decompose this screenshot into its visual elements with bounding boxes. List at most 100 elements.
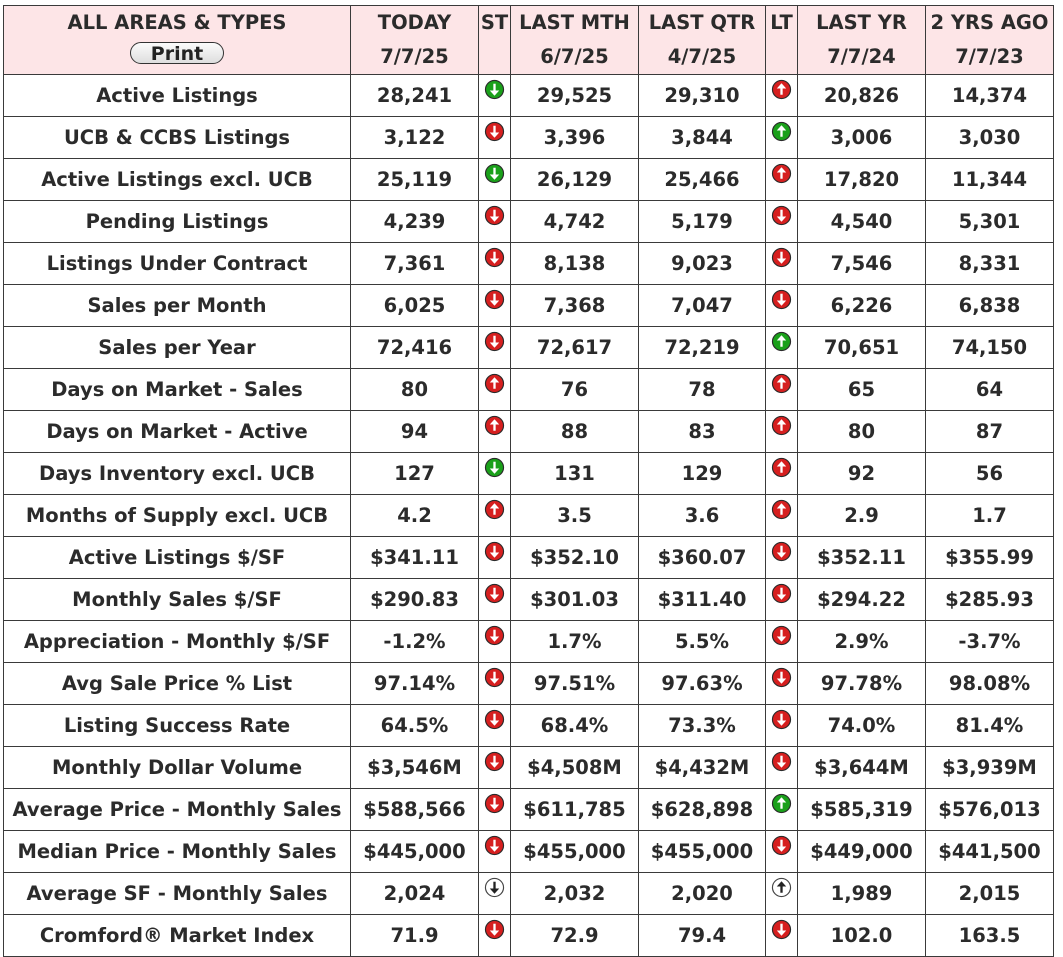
last-yr-value-cell: 6,226 <box>797 284 926 327</box>
green-down-arrow-icon <box>484 163 505 184</box>
table-row: Average SF - Monthly Sales 2,024 2,032 2,02… <box>3 872 1054 915</box>
red-down-arrow-icon <box>484 919 505 940</box>
st-indicator-cell <box>478 410 511 453</box>
last-yr-value-cell: 102.0 <box>797 914 926 957</box>
table-row: Monthly Dollar Volume $3,546M $4,508M $4,43… <box>3 746 1054 789</box>
red-down-arrow-icon <box>484 625 505 646</box>
row-label-cell: UCB & CCBS Listings <box>3 116 351 159</box>
two-yrs-ago-value-cell: 163.5 <box>925 914 1054 957</box>
two-yrs-ago-value-cell: 56 <box>925 452 1054 495</box>
lt-indicator-cell <box>765 830 798 873</box>
table-row: Months of Supply excl. UCB 4.2 3.5 3.6 2.9 1.… <box>3 494 1054 537</box>
header-label: LAST MTH <box>519 11 630 34</box>
two-yrs-ago-value-cell: 81.4% <box>925 704 1054 747</box>
last-mth-value-cell: 88 <box>510 410 639 453</box>
today-value-cell: 4,239 <box>350 200 479 243</box>
two-yrs-ago-value-cell: $285.93 <box>925 578 1054 621</box>
table-row: Average Price - Monthly Sales $588,566 $61… <box>3 788 1054 831</box>
row-label-cell: Monthly Dollar Volume <box>3 746 351 789</box>
last-yr-value-cell: 4,540 <box>797 200 926 243</box>
lt-indicator-cell <box>765 242 798 285</box>
last-mth-value-cell: 72,617 <box>510 326 639 369</box>
today-value-cell: $3,546M <box>350 746 479 789</box>
red-up-arrow-icon <box>771 457 792 478</box>
header-label: 2 YRS AGO <box>930 11 1049 34</box>
today-value-cell: 28,241 <box>350 74 479 117</box>
header-date: 7/7/23 <box>955 45 1024 68</box>
last-yr-value-cell: $449,000 <box>797 830 926 873</box>
table-row: Active Listings 28,241 29,525 29,310 20,826 1… <box>3 74 1054 117</box>
table-header: ALL AREAS & TYPES Print TODAY 7/7/25 ST L… <box>3 5 1054 75</box>
corner-title: ALL AREAS & TYPES <box>67 11 287 34</box>
st-indicator-cell <box>478 284 511 327</box>
table-row: Days on Market - Sales 80 76 78 65 64 <box>3 368 1054 411</box>
two-yrs-ago-value-cell: -3.7% <box>925 620 1054 663</box>
st-indicator-cell <box>478 662 511 705</box>
last-mth-value-cell: 7,368 <box>510 284 639 327</box>
header-two-yrs-ago: 2 YRS AGO 7/7/23 <box>925 5 1054 75</box>
table-row: Cromford® Market Index 71.9 72.9 79.4 102.0 1… <box>3 914 1054 957</box>
last-yr-value-cell: 1,989 <box>797 872 926 915</box>
two-yrs-ago-value-cell: 6,838 <box>925 284 1054 327</box>
table-row: Sales per Month 6,025 7,368 7,047 6,226 6,838 <box>3 284 1054 327</box>
today-value-cell: $445,000 <box>350 830 479 873</box>
table-row: Listing Success Rate 64.5% 68.4% 73.3% 74.0%… <box>3 704 1054 747</box>
last-yr-value-cell: $585,319 <box>797 788 926 831</box>
header-last-qtr: LAST QTR 4/7/25 <box>638 5 766 75</box>
today-value-cell: 72,416 <box>350 326 479 369</box>
lt-indicator-cell <box>765 410 798 453</box>
last-qtr-value-cell: $4,432M <box>638 746 766 789</box>
st-indicator-cell <box>478 242 511 285</box>
lt-indicator-cell <box>765 788 798 831</box>
last-yr-value-cell: 17,820 <box>797 158 926 201</box>
today-value-cell: 7,361 <box>350 242 479 285</box>
lt-indicator-cell <box>765 284 798 327</box>
today-value-cell: $588,566 <box>350 788 479 831</box>
row-label-cell: Days Inventory excl. UCB <box>3 452 351 495</box>
last-qtr-value-cell: 97.63% <box>638 662 766 705</box>
last-mth-value-cell: $611,785 <box>510 788 639 831</box>
last-qtr-value-cell: $311.40 <box>638 578 766 621</box>
last-yr-value-cell: $294.22 <box>797 578 926 621</box>
last-mth-value-cell: 97.51% <box>510 662 639 705</box>
red-down-arrow-icon <box>771 247 792 268</box>
last-yr-value-cell: 7,546 <box>797 242 926 285</box>
red-down-arrow-icon <box>484 121 505 142</box>
last-mth-value-cell: 26,129 <box>510 158 639 201</box>
green-down-arrow-icon <box>484 79 505 100</box>
two-yrs-ago-value-cell: 11,344 <box>925 158 1054 201</box>
last-qtr-value-cell: 129 <box>638 452 766 495</box>
today-value-cell: 97.14% <box>350 662 479 705</box>
header-today: TODAY 7/7/25 <box>350 5 479 75</box>
table-row: Median Price - Monthly Sales $445,000 $455… <box>3 830 1054 873</box>
today-value-cell: 2,024 <box>350 872 479 915</box>
last-qtr-value-cell: 73.3% <box>638 704 766 747</box>
print-button[interactable]: Print <box>130 42 224 64</box>
red-down-arrow-icon <box>771 541 792 562</box>
red-down-arrow-icon <box>484 331 505 352</box>
header-label: LT <box>770 11 793 34</box>
last-mth-value-cell: $4,508M <box>510 746 639 789</box>
last-mth-value-cell: 68.4% <box>510 704 639 747</box>
lt-indicator-cell <box>765 452 798 495</box>
row-label-cell: Appreciation - Monthly $/SF <box>3 620 351 663</box>
last-qtr-value-cell: 3,844 <box>638 116 766 159</box>
row-label-cell: Sales per Year <box>3 326 351 369</box>
today-value-cell: 80 <box>350 368 479 411</box>
last-yr-value-cell: $352.11 <box>797 536 926 579</box>
table-row: Active Listings excl. UCB 25,119 26,129 25,… <box>3 158 1054 201</box>
red-up-arrow-icon <box>771 163 792 184</box>
last-mth-value-cell: 4,742 <box>510 200 639 243</box>
header-label: ST <box>480 11 509 34</box>
red-up-arrow-icon <box>771 373 792 394</box>
st-indicator-cell <box>478 788 511 831</box>
two-yrs-ago-value-cell: 5,301 <box>925 200 1054 243</box>
last-mth-value-cell: 1.7% <box>510 620 639 663</box>
last-mth-value-cell: 76 <box>510 368 639 411</box>
header-lt: LT <box>765 5 798 75</box>
header-label: LAST QTR <box>648 11 756 34</box>
last-mth-value-cell: 131 <box>510 452 639 495</box>
today-value-cell: 4.2 <box>350 494 479 537</box>
header-date: 7/7/25 <box>380 45 449 68</box>
last-qtr-value-cell: 79.4 <box>638 914 766 957</box>
